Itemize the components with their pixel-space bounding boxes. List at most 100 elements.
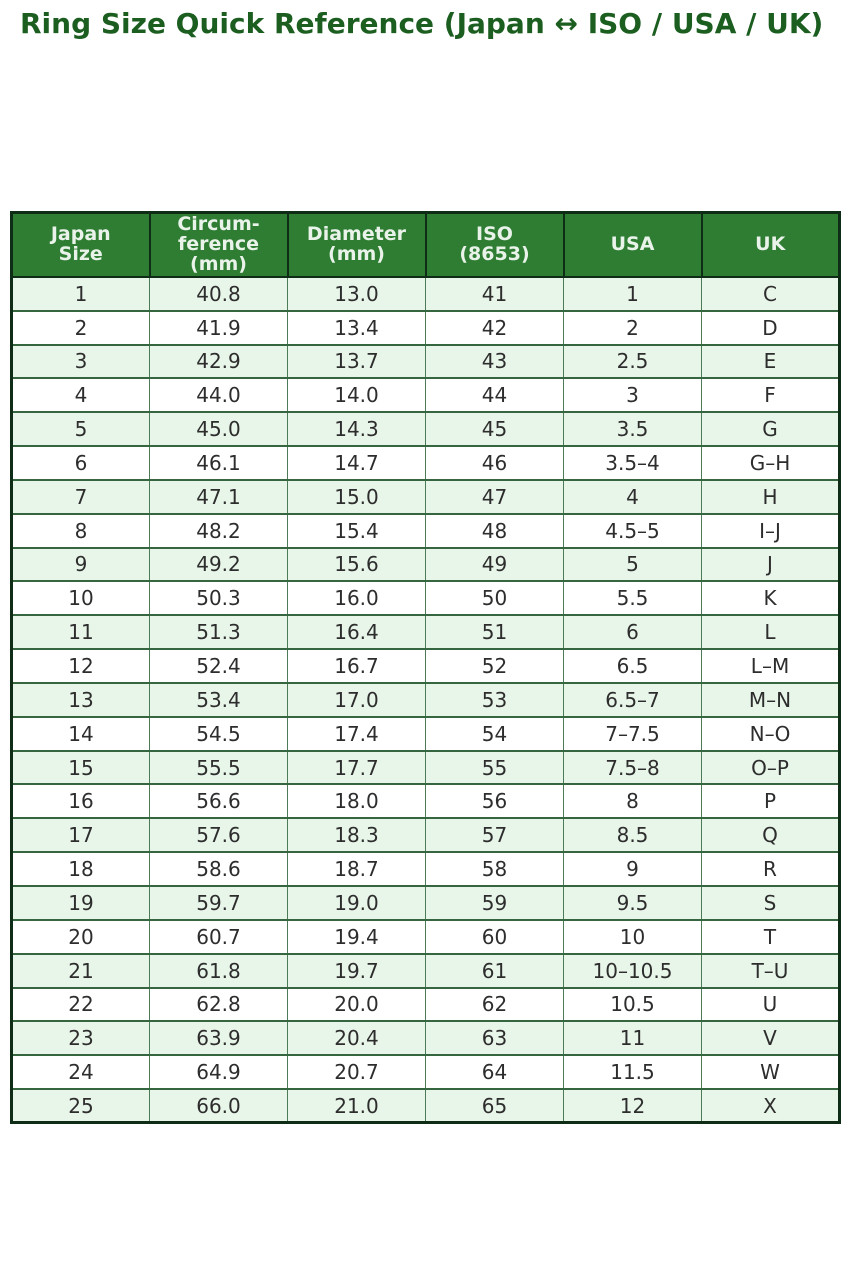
table-cell-circumference-mm: 56.6 — [149, 783, 288, 820]
table-cell-usa: 7.5–8 — [563, 749, 702, 786]
table-cell-circumference-mm: 46.1 — [149, 445, 288, 481]
column-header-iso-8653: ISO (8653) — [424, 211, 565, 278]
column-header-japan-size: Japan Size — [10, 211, 151, 278]
table-row: 17 57.6 18.3 57 8.5 Q — [11, 817, 840, 854]
table-cell-circumference-mm: 44.0 — [149, 377, 288, 414]
table-cell-usa: 10–10.5 — [563, 952, 702, 989]
table-cell-usa: 6.5–7 — [563, 681, 702, 718]
table-cell-uk: T — [701, 918, 840, 955]
column-header-circumference-mm: Circum- ference (mm) — [148, 211, 289, 278]
table-cell-circumference-mm: 53.4 — [149, 681, 288, 718]
table-cell-circumference-mm: 55.5 — [149, 749, 288, 786]
table-cell-japan-size: 19 — [11, 885, 150, 921]
table-cell-usa: 4.5–5 — [563, 512, 702, 549]
table-row: 20 60.7 19.4 60 10 T — [11, 918, 840, 955]
table-cell-usa: 9 — [563, 851, 702, 887]
table-cell-iso-8653: 48 — [425, 512, 564, 549]
table-cell-diameter-mm: 15.4 — [287, 512, 426, 549]
table-cell-diameter-mm: 21.0 — [287, 1088, 426, 1124]
table-cell-circumference-mm: 48.2 — [149, 512, 288, 549]
table-body: 1 40.8 13.0 41 1 C 2 41.9 13.4 42 2 D 3 42.9 13.7 43 2.5… — [11, 275, 840, 1124]
table-cell-iso-8653: 64 — [425, 1054, 564, 1091]
table-cell-circumference-mm: 61.8 — [149, 952, 288, 989]
table-row: 14 54.5 17.4 54 7–7.5 N–O — [11, 715, 840, 752]
table-row: 15 55.5 17.7 55 7.5–8 O–P — [11, 749, 840, 786]
table-cell-iso-8653: 45 — [425, 411, 564, 448]
table-cell-iso-8653: 59 — [425, 885, 564, 921]
table-cell-iso-8653: 62 — [425, 986, 564, 1023]
table-cell-uk: H — [701, 478, 840, 515]
table-cell-japan-size: 22 — [11, 986, 150, 1023]
table-cell-usa: 2.5 — [563, 343, 702, 380]
table-cell-iso-8653: 53 — [425, 681, 564, 718]
table-cell-usa: 8.5 — [563, 817, 702, 854]
table-cell-usa: 3 — [563, 377, 702, 414]
table-cell-usa: 10 — [563, 918, 702, 955]
table-cell-usa: 9.5 — [563, 885, 702, 921]
table-cell-circumference-mm: 54.5 — [149, 715, 288, 752]
table-row: 13 53.4 17.0 53 6.5–7 M–N — [11, 681, 840, 718]
table-cell-uk: I–J — [701, 512, 840, 549]
table-cell-circumference-mm: 40.8 — [149, 275, 288, 312]
table-cell-uk: X — [701, 1088, 840, 1124]
table-cell-usa: 8 — [563, 783, 702, 820]
table-cell-circumference-mm: 64.9 — [149, 1054, 288, 1091]
table-cell-iso-8653: 54 — [425, 715, 564, 752]
table-cell-circumference-mm: 63.9 — [149, 1020, 288, 1057]
table-cell-japan-size: 14 — [11, 715, 150, 752]
table-cell-japan-size: 6 — [11, 445, 150, 481]
table-cell-japan-size: 7 — [11, 478, 150, 515]
table-cell-circumference-mm: 52.4 — [149, 648, 288, 684]
table-cell-circumference-mm: 60.7 — [149, 918, 288, 955]
table-cell-iso-8653: 46 — [425, 445, 564, 481]
table-cell-iso-8653: 60 — [425, 918, 564, 955]
table-cell-diameter-mm: 13.0 — [287, 275, 426, 312]
table-cell-uk: M–N — [701, 681, 840, 718]
table-cell-diameter-mm: 18.0 — [287, 783, 426, 820]
ring-size-conversion-table: Japan Size Circum- ference (mm) Diameter (… — [10, 211, 841, 1125]
table-cell-usa: 5.5 — [563, 580, 702, 617]
table-row: 3 42.9 13.7 43 2.5 E — [11, 343, 840, 380]
table-cell-diameter-mm: 13.7 — [287, 343, 426, 380]
table-cell-circumference-mm: 42.9 — [149, 343, 288, 380]
table-row: 4 44.0 14.0 44 3 F — [11, 377, 840, 414]
table-row: 25 66.0 21.0 65 12 X — [11, 1088, 840, 1124]
table-cell-japan-size: 17 — [11, 817, 150, 854]
table-cell-diameter-mm: 17.7 — [287, 749, 426, 786]
table-cell-uk: L–M — [701, 648, 840, 684]
table-cell-diameter-mm: 18.7 — [287, 851, 426, 887]
table-row: 7 47.1 15.0 47 4 H — [11, 478, 840, 515]
table-row: 2 41.9 13.4 42 2 D — [11, 309, 840, 346]
table-cell-japan-size: 13 — [11, 681, 150, 718]
table-cell-usa: 4 — [563, 478, 702, 515]
table-cell-uk: T–U — [701, 952, 840, 989]
table-cell-japan-size: 21 — [11, 952, 150, 989]
table-cell-diameter-mm: 20.0 — [287, 986, 426, 1023]
table-cell-usa: 10.5 — [563, 986, 702, 1023]
page-title: Ring Size Quick Reference (Japan ↔ ISO /… — [20, 7, 824, 40]
table-row: 10 50.3 16.0 50 5.5 K — [11, 580, 840, 617]
table-cell-uk: E — [701, 343, 840, 380]
table-cell-japan-size: 10 — [11, 580, 150, 617]
table-cell-iso-8653: 58 — [425, 851, 564, 887]
table-cell-diameter-mm: 14.0 — [287, 377, 426, 414]
table-cell-japan-size: 4 — [11, 377, 150, 414]
table-cell-circumference-mm: 45.0 — [149, 411, 288, 448]
table-cell-circumference-mm: 57.6 — [149, 817, 288, 854]
table-cell-diameter-mm: 14.3 — [287, 411, 426, 448]
table-cell-diameter-mm: 13.4 — [287, 309, 426, 346]
table-cell-circumference-mm: 66.0 — [149, 1088, 288, 1124]
table-cell-iso-8653: 42 — [425, 309, 564, 346]
table-cell-circumference-mm: 51.3 — [149, 614, 288, 651]
table-row: 12 52.4 16.7 52 6.5 L–M — [11, 648, 840, 684]
table-cell-japan-size: 25 — [11, 1088, 150, 1124]
table-cell-uk: V — [701, 1020, 840, 1057]
table-cell-diameter-mm: 14.7 — [287, 445, 426, 481]
table-cell-usa: 7–7.5 — [563, 715, 702, 752]
table-cell-diameter-mm: 18.3 — [287, 817, 426, 854]
table-cell-iso-8653: 44 — [425, 377, 564, 414]
table-cell-iso-8653: 43 — [425, 343, 564, 380]
table-cell-uk: J — [701, 546, 840, 583]
table-cell-uk: F — [701, 377, 840, 414]
table-cell-japan-size: 20 — [11, 918, 150, 955]
